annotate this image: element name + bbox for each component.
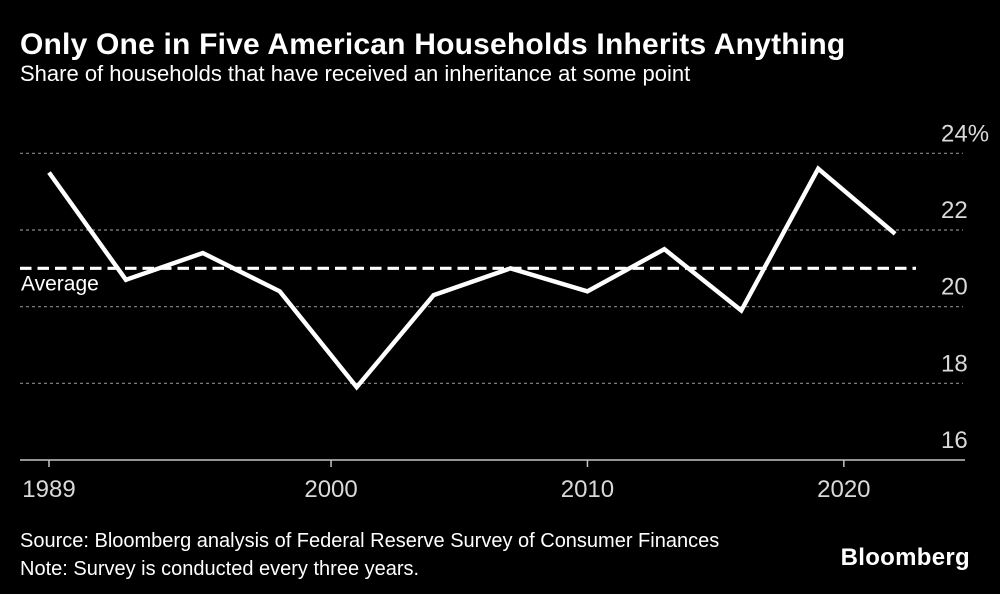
x-tick-label: 2000: [304, 476, 357, 503]
x-tick-label: 2020: [817, 476, 870, 503]
chart-title: Only One in Five American Households Inh…: [20, 28, 846, 61]
y-tick-label: 18: [941, 350, 968, 377]
y-tick-label: 16: [941, 427, 968, 454]
x-tick-label: 2010: [561, 476, 614, 503]
y-tick-label: 20: [941, 274, 968, 301]
x-tick-label: 1989: [22, 476, 75, 503]
note-text: Note: Survey is conducted every three ye…: [20, 558, 420, 580]
y-tick-label: 22: [941, 197, 968, 224]
data-line: [47, 165, 897, 391]
source-text: Source: Bloomberg analysis of Federal Re…: [20, 530, 720, 552]
y-tick-label: 24%: [941, 120, 989, 147]
chart-subtitle: Share of households that have received a…: [20, 61, 691, 86]
average-label: Average: [21, 272, 99, 295]
bloomberg-logo: Bloomberg: [840, 544, 970, 571]
